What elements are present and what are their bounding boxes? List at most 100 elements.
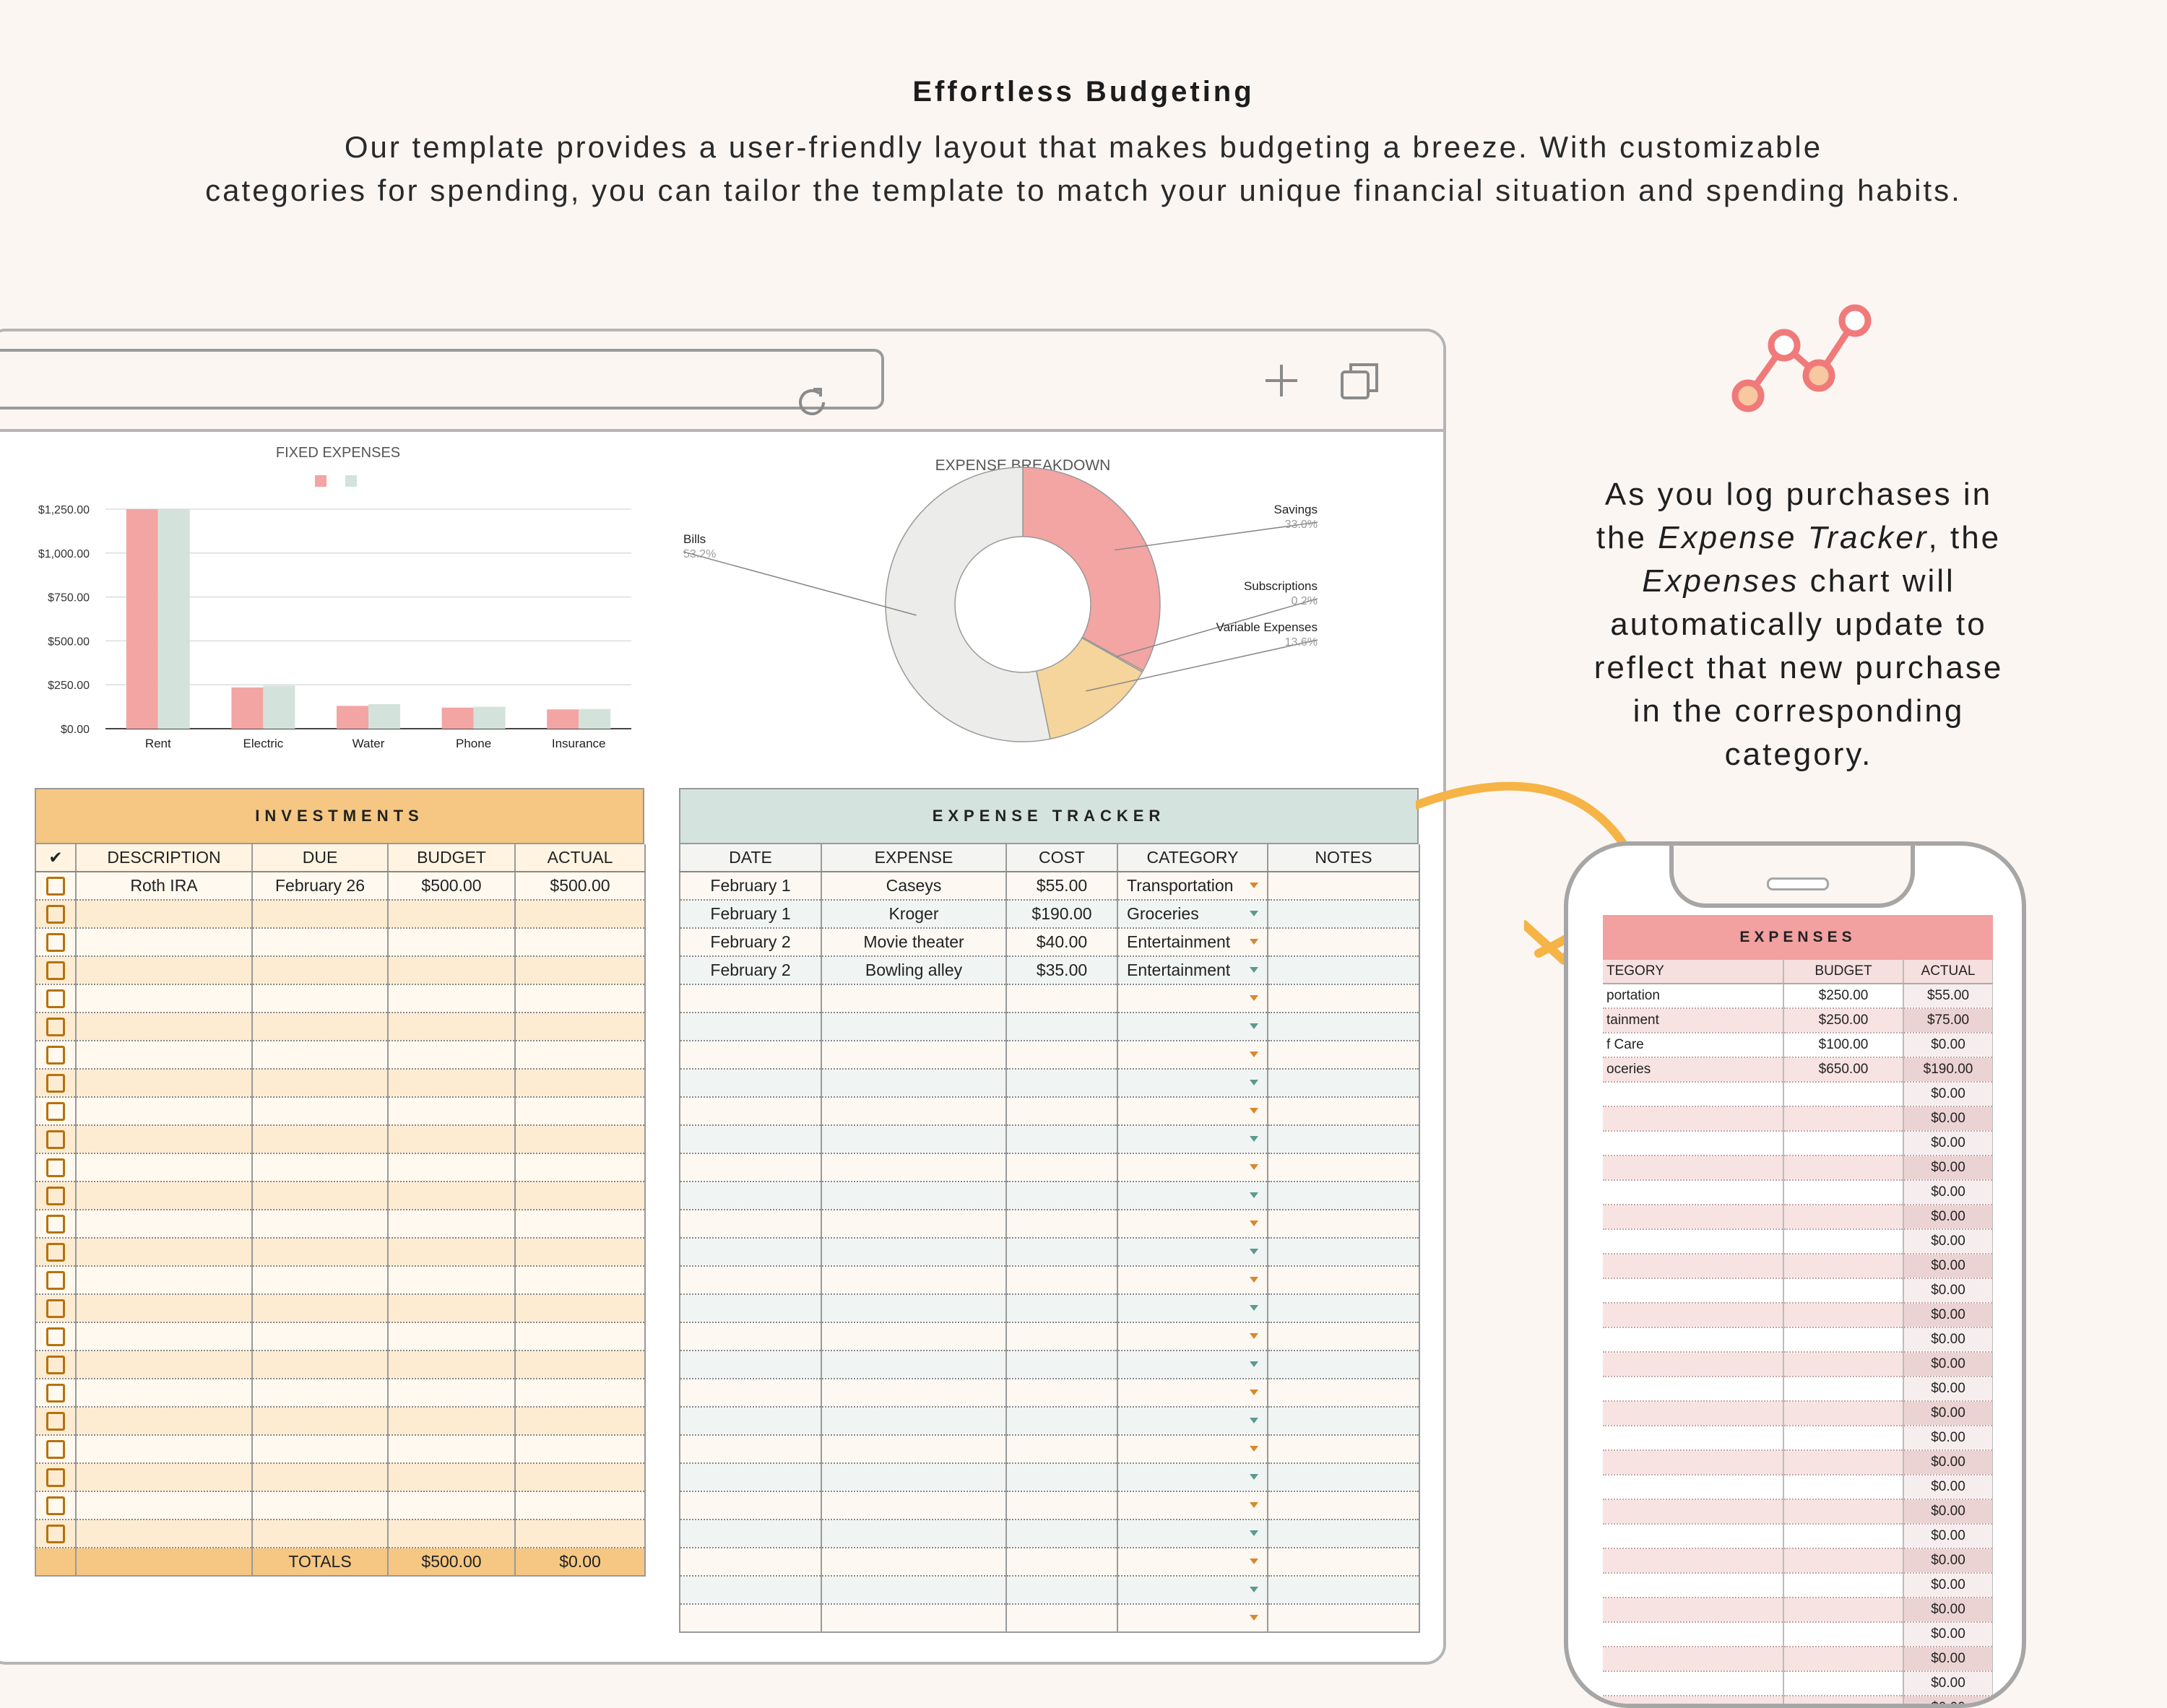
dropdown-arrow-icon[interactable]: [1250, 1164, 1258, 1170]
table-cell[interactable]: [821, 1182, 1007, 1210]
table-cell[interactable]: [1006, 1097, 1118, 1126]
dropdown-arrow-icon[interactable]: [1250, 1080, 1258, 1085]
category-dropdown[interactable]: [1117, 1013, 1268, 1041]
checkbox[interactable]: [46, 1525, 65, 1544]
table-cell[interactable]: [76, 1491, 253, 1520]
table-cell[interactable]: [252, 1435, 389, 1464]
table-cell[interactable]: [388, 1153, 516, 1182]
category-dropdown[interactable]: Groceries: [1117, 900, 1268, 929]
table-cell[interactable]: [388, 1125, 516, 1154]
table-cell[interactable]: [252, 1182, 389, 1210]
table-cell[interactable]: [252, 984, 389, 1013]
table-cell[interactable]: [680, 1576, 822, 1605]
table-cell[interactable]: [1006, 1576, 1118, 1605]
table-cell[interactable]: [1268, 1491, 1419, 1520]
table-cell[interactable]: [252, 1097, 389, 1126]
table-cell[interactable]: [1006, 1322, 1118, 1351]
table-cell[interactable]: [1268, 956, 1419, 985]
table-cell[interactable]: [252, 1491, 389, 1520]
tabs-overview-icon[interactable]: [1338, 359, 1383, 404]
table-cell[interactable]: [76, 928, 253, 957]
table-cell[interactable]: [388, 1041, 516, 1070]
table-cell[interactable]: [821, 1153, 1007, 1182]
checkbox[interactable]: [46, 1271, 65, 1291]
table-cell[interactable]: [1268, 1013, 1419, 1041]
table-cell[interactable]: [1006, 1210, 1118, 1239]
checkbox[interactable]: [46, 1018, 65, 1037]
table-cell[interactable]: [515, 900, 645, 929]
table-cell[interactable]: [1268, 1069, 1419, 1098]
checkbox[interactable]: [46, 1046, 65, 1065]
table-cell[interactable]: [252, 1125, 389, 1154]
category-dropdown[interactable]: [1117, 1266, 1268, 1295]
table-cell[interactable]: [1006, 1041, 1118, 1070]
category-dropdown[interactable]: [1117, 1520, 1268, 1548]
category-dropdown[interactable]: [1117, 1125, 1268, 1154]
table-cell[interactable]: [1268, 872, 1419, 901]
table-cell[interactable]: [1006, 1125, 1118, 1154]
category-dropdown[interactable]: [1117, 1097, 1268, 1126]
table-cell[interactable]: [252, 900, 389, 929]
table-cell[interactable]: [388, 956, 516, 985]
category-dropdown[interactable]: [1117, 1210, 1268, 1239]
checkbox[interactable]: [46, 1130, 65, 1150]
table-cell[interactable]: [821, 1210, 1007, 1239]
table-cell[interactable]: [680, 1069, 822, 1098]
dropdown-arrow-icon[interactable]: [1250, 939, 1258, 945]
table-cell[interactable]: [1006, 984, 1118, 1013]
table-cell[interactable]: [680, 1322, 822, 1351]
table-cell[interactable]: [1006, 1351, 1118, 1379]
table-cell[interactable]: $55.00: [1006, 872, 1118, 901]
table-cell[interactable]: [252, 1407, 389, 1436]
checkbox[interactable]: [46, 1496, 65, 1516]
table-cell[interactable]: [1268, 1210, 1419, 1239]
dropdown-arrow-icon[interactable]: [1250, 1474, 1258, 1480]
table-cell[interactable]: [1268, 1238, 1419, 1267]
table-cell[interactable]: [388, 1182, 516, 1210]
table-cell[interactable]: [1006, 1182, 1118, 1210]
table-cell[interactable]: [252, 1266, 389, 1295]
table-cell[interactable]: [252, 1520, 389, 1548]
table-cell[interactable]: [1006, 1013, 1118, 1041]
category-dropdown[interactable]: [1117, 1153, 1268, 1182]
table-cell[interactable]: [1268, 1379, 1419, 1408]
category-dropdown[interactable]: [1117, 1463, 1268, 1492]
table-cell[interactable]: [1268, 1182, 1419, 1210]
table-cell[interactable]: [76, 1266, 253, 1295]
table-cell[interactable]: [252, 1041, 389, 1070]
table-cell[interactable]: [1006, 1294, 1118, 1323]
table-cell[interactable]: [821, 1435, 1007, 1464]
table-cell[interactable]: [388, 1294, 516, 1323]
table-cell[interactable]: [388, 1407, 516, 1436]
table-cell[interactable]: February 1: [680, 872, 822, 901]
table-cell[interactable]: [388, 1351, 516, 1379]
table-cell[interactable]: [76, 956, 253, 985]
table-cell[interactable]: [252, 1294, 389, 1323]
table-cell[interactable]: [515, 1463, 645, 1492]
table-cell[interactable]: [821, 1576, 1007, 1605]
category-dropdown[interactable]: [1117, 1322, 1268, 1351]
table-cell[interactable]: [388, 1520, 516, 1548]
table-cell[interactable]: [1268, 1548, 1419, 1577]
checkbox[interactable]: [46, 1215, 65, 1234]
category-dropdown[interactable]: [1117, 1294, 1268, 1323]
dropdown-arrow-icon[interactable]: [1250, 1221, 1258, 1226]
table-cell[interactable]: [821, 1125, 1007, 1154]
table-cell[interactable]: [515, 1153, 645, 1182]
table-cell[interactable]: [252, 1379, 389, 1408]
table-cell[interactable]: [821, 1604, 1007, 1633]
category-dropdown[interactable]: [1117, 1435, 1268, 1464]
table-cell[interactable]: [515, 1238, 645, 1267]
table-cell[interactable]: [76, 1379, 253, 1408]
dropdown-arrow-icon[interactable]: [1250, 1023, 1258, 1029]
category-dropdown[interactable]: [1117, 984, 1268, 1013]
table-cell[interactable]: [821, 1238, 1007, 1267]
table-cell[interactable]: [680, 984, 822, 1013]
table-cell[interactable]: [821, 1491, 1007, 1520]
table-cell[interactable]: [680, 1153, 822, 1182]
category-dropdown[interactable]: Entertainment: [1117, 928, 1268, 957]
table-cell[interactable]: [76, 1322, 253, 1351]
reload-icon[interactable]: [792, 382, 832, 422]
table-cell[interactable]: [680, 1379, 822, 1408]
category-dropdown[interactable]: [1117, 1069, 1268, 1098]
